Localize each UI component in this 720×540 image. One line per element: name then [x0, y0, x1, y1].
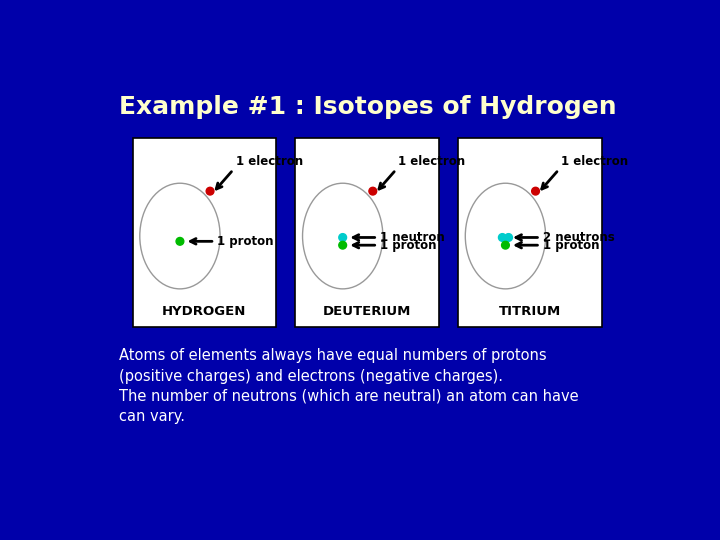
Text: 1 electron: 1 electron [398, 155, 466, 168]
Text: 1 proton: 1 proton [543, 239, 599, 252]
Circle shape [339, 234, 346, 241]
Circle shape [176, 238, 184, 245]
Text: 1 electron: 1 electron [235, 155, 302, 168]
Circle shape [531, 187, 539, 195]
Text: DEUTERIUM: DEUTERIUM [323, 305, 411, 318]
Text: 1 proton: 1 proton [217, 235, 274, 248]
Circle shape [498, 234, 506, 241]
Bar [458, 138, 601, 327]
Text: 1 neutron: 1 neutron [380, 231, 445, 244]
Text: Atoms of elements always have equal numbers of protons
(positive charges) and el: Atoms of elements always have equal numb… [120, 348, 547, 384]
Text: Example #1 : Isotopes of Hydrogen: Example #1 : Isotopes of Hydrogen [120, 95, 617, 119]
Circle shape [369, 187, 377, 195]
Text: 2 neutrons: 2 neutrons [543, 231, 614, 244]
Bar [295, 138, 438, 327]
Circle shape [339, 241, 346, 249]
Text: HYDROGEN: HYDROGEN [162, 305, 246, 318]
Text: 1 proton: 1 proton [380, 239, 436, 252]
Bar [132, 138, 276, 327]
Text: The number of neutrons (which are neutral) an atom can have
can vary.: The number of neutrons (which are neutra… [120, 388, 579, 424]
Circle shape [505, 234, 513, 241]
Text: TITRIUM: TITRIUM [499, 305, 561, 318]
Circle shape [502, 241, 509, 249]
Circle shape [206, 187, 214, 195]
Text: 1 electron: 1 electron [561, 155, 629, 168]
